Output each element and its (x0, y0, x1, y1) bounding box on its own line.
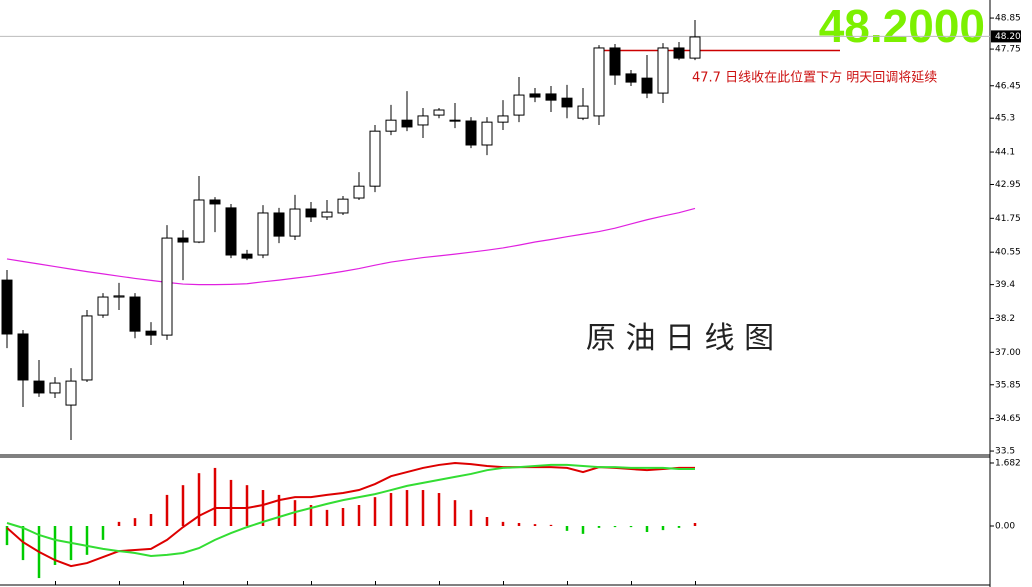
y-tick-label: 1.682 (995, 458, 1021, 468)
y-tick-label: 41.75 (995, 214, 1021, 224)
last-price-label: 48.20 (995, 32, 1021, 42)
y-tick-label: 45.3 (995, 114, 1015, 124)
candle-body (561, 97, 573, 108)
candle-body (401, 119, 413, 128)
candle-body (161, 237, 173, 336)
y-tick-label: 37.00 (995, 348, 1021, 358)
candle-body (417, 115, 429, 126)
candle-body (257, 212, 269, 256)
candle-body (129, 296, 141, 332)
candle-body (545, 93, 557, 101)
moving-average (6, 207, 696, 286)
y-tick-label: 39.4 (995, 280, 1015, 290)
annotation: 47.7 日线收在此位置下方 明天回调将延续 (692, 70, 937, 86)
candle-body (209, 199, 221, 205)
candle-body (225, 207, 237, 256)
candle-body (1, 279, 13, 335)
candle-body (65, 380, 77, 406)
candle-body (145, 330, 157, 336)
y-tick-label: 33.5 (995, 447, 1015, 457)
candle-body (353, 185, 365, 199)
candle-body (497, 115, 509, 123)
y-tick-label: 40.55 (995, 248, 1021, 258)
candle-body (529, 93, 541, 98)
candle-body (241, 253, 253, 259)
candle-body (17, 333, 29, 381)
y-tick-label: 42.95 (995, 180, 1021, 190)
candle-body (465, 120, 477, 146)
candle-body (433, 109, 445, 116)
candle-body (385, 119, 397, 132)
candle-body (593, 47, 605, 117)
candle-body (481, 121, 493, 146)
candle-body (273, 212, 285, 237)
candle-body (577, 105, 589, 119)
last-price-tag (991, 30, 1021, 43)
candle-body (113, 295, 125, 298)
y-tick-label: 34.65 (995, 414, 1021, 424)
y-tick-label: 38.2 (995, 314, 1015, 324)
big-price: 48.2000 (819, 0, 985, 52)
candle-body (609, 47, 621, 76)
candle-body (657, 47, 669, 94)
y-tick-label: 35.85 (995, 380, 1021, 390)
y-tick-label: 48.85 (995, 14, 1021, 24)
candle-body (81, 315, 93, 381)
candle-body (689, 36, 701, 59)
candle-body (673, 47, 685, 59)
candle-body (97, 296, 109, 316)
candle-body (177, 237, 189, 243)
candle-body (369, 130, 381, 187)
candle-body (641, 77, 653, 94)
y-tick-label: 47.75 (995, 45, 1021, 55)
candle-body (513, 94, 525, 116)
candle-body (193, 199, 205, 243)
y-tick-label: 0.00 (995, 521, 1015, 531)
candle-body (625, 73, 637, 83)
y-tick-label: 46.45 (995, 81, 1021, 91)
candle-body (33, 380, 45, 394)
chart-title: 原 油 日 线 图 (586, 321, 774, 356)
macd-line (6, 463, 695, 557)
candle-body (449, 119, 461, 122)
candle-body (305, 208, 317, 218)
candle-body (49, 382, 61, 394)
candle-body (289, 208, 301, 237)
candle-body (337, 198, 349, 214)
y-tick-label: 44.1 (995, 148, 1015, 158)
candle-body (321, 211, 333, 218)
